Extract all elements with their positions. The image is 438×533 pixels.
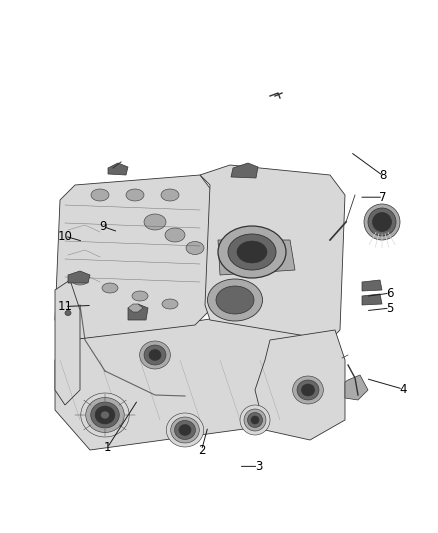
- Ellipse shape: [126, 189, 144, 201]
- Ellipse shape: [372, 213, 392, 231]
- Ellipse shape: [144, 345, 166, 365]
- Ellipse shape: [171, 417, 199, 443]
- Ellipse shape: [208, 279, 262, 321]
- Ellipse shape: [228, 234, 276, 270]
- Polygon shape: [55, 280, 80, 405]
- Ellipse shape: [247, 413, 262, 427]
- Polygon shape: [128, 304, 143, 312]
- Ellipse shape: [216, 286, 254, 314]
- Ellipse shape: [297, 380, 319, 400]
- Ellipse shape: [165, 228, 185, 242]
- Text: 10: 10: [57, 230, 72, 243]
- Ellipse shape: [102, 283, 118, 293]
- Ellipse shape: [161, 189, 179, 201]
- Text: 11: 11: [57, 300, 72, 313]
- Ellipse shape: [166, 413, 204, 447]
- Ellipse shape: [218, 226, 286, 278]
- Text: 6: 6: [386, 287, 394, 300]
- Polygon shape: [362, 280, 382, 291]
- Polygon shape: [128, 304, 148, 320]
- Text: 3: 3: [255, 460, 262, 473]
- Ellipse shape: [368, 208, 396, 236]
- Ellipse shape: [72, 275, 88, 285]
- Text: 7: 7: [379, 191, 387, 204]
- Ellipse shape: [175, 421, 195, 440]
- Ellipse shape: [179, 424, 191, 435]
- Polygon shape: [55, 310, 340, 450]
- Ellipse shape: [144, 214, 166, 230]
- Polygon shape: [231, 163, 258, 178]
- Ellipse shape: [81, 393, 129, 437]
- Ellipse shape: [162, 299, 178, 309]
- Ellipse shape: [251, 416, 259, 424]
- Polygon shape: [200, 165, 345, 340]
- Ellipse shape: [293, 376, 323, 404]
- Text: 8: 8: [380, 169, 387, 182]
- Ellipse shape: [240, 405, 270, 435]
- Ellipse shape: [301, 384, 314, 396]
- Polygon shape: [218, 240, 295, 275]
- Text: 9: 9: [99, 220, 107, 233]
- Text: 2: 2: [198, 444, 205, 457]
- Ellipse shape: [91, 402, 119, 428]
- Ellipse shape: [86, 398, 124, 432]
- Text: 4: 4: [399, 383, 407, 395]
- Ellipse shape: [140, 341, 170, 369]
- Ellipse shape: [91, 189, 109, 201]
- Polygon shape: [68, 271, 90, 283]
- Polygon shape: [345, 375, 368, 400]
- Text: 5: 5: [386, 302, 393, 314]
- Ellipse shape: [132, 291, 148, 301]
- Polygon shape: [255, 330, 345, 440]
- Ellipse shape: [186, 241, 204, 254]
- Ellipse shape: [149, 350, 161, 360]
- Polygon shape: [55, 175, 215, 340]
- Ellipse shape: [101, 411, 110, 419]
- Text: 1: 1: [103, 441, 111, 454]
- Ellipse shape: [244, 409, 266, 431]
- Ellipse shape: [364, 204, 400, 240]
- Ellipse shape: [95, 406, 115, 424]
- Ellipse shape: [65, 311, 71, 316]
- Ellipse shape: [237, 241, 267, 263]
- Polygon shape: [108, 163, 128, 175]
- Polygon shape: [362, 294, 382, 305]
